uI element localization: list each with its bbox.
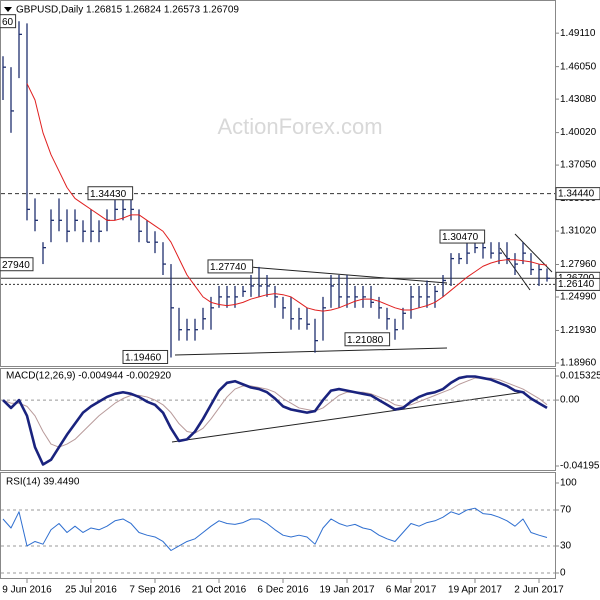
trendline bbox=[514, 233, 553, 273]
annotation-box bbox=[87, 186, 134, 201]
y-tick-label: 1.49110 bbox=[560, 28, 596, 39]
annotation: 60 bbox=[2, 17, 14, 28]
series-line bbox=[2, 507, 548, 551]
y-tick-label: 1.21930 bbox=[560, 325, 597, 336]
price-label-box bbox=[555, 277, 600, 291]
annotation-box bbox=[207, 259, 254, 274]
trendline bbox=[171, 391, 526, 443]
x-tick-label: 19 Apr 2017 bbox=[448, 585, 502, 596]
x-tick-label: 6 Dec 2016 bbox=[257, 585, 309, 596]
x-tick-label: 6 Mar 2017 bbox=[386, 585, 437, 596]
x-tick-label: 21 Oct 2016 bbox=[192, 585, 247, 596]
chart-title: GBPUSD,Daily 1.26815 1.26824 1.26573 1.2… bbox=[16, 5, 239, 16]
trendlines bbox=[171, 233, 553, 443]
annotation-box bbox=[0, 14, 17, 29]
annotation: 27940 bbox=[2, 260, 30, 271]
annotation-box bbox=[122, 349, 169, 364]
y-tick-label: 0 bbox=[560, 568, 566, 579]
x-tick-label: 9 Jun 2016 bbox=[2, 585, 52, 596]
y-tick-label: 1.27960 bbox=[560, 259, 597, 270]
y-tick-label: 0.015325 bbox=[560, 371, 600, 382]
y-tick-label: 100 bbox=[560, 478, 577, 489]
annotation-box bbox=[439, 229, 486, 244]
y-tick-label: 1.18960 bbox=[560, 358, 597, 369]
y-tick-label: 1.37050 bbox=[560, 160, 597, 171]
price-label: 1.26140 bbox=[558, 279, 595, 290]
y-tick-label: 1.43080 bbox=[560, 94, 597, 105]
series-line bbox=[2, 375, 548, 466]
rsi-panel bbox=[0, 472, 556, 579]
y-tick-label: 1.24990 bbox=[560, 292, 597, 303]
macd-panel bbox=[0, 368, 556, 471]
x-tick-label: 25 Jul 2016 bbox=[65, 585, 117, 596]
annotation: 1.21080 bbox=[347, 335, 384, 346]
price-label: 1.34440 bbox=[558, 188, 595, 199]
series-line bbox=[26, 83, 548, 312]
annotation: 1.30470 bbox=[442, 232, 479, 243]
y-tick-label: 0.00 bbox=[560, 395, 580, 406]
y-tick-label: 1.46050 bbox=[560, 61, 597, 72]
y-tick-label: -0.041957 bbox=[560, 461, 600, 472]
menu-arrow bbox=[4, 7, 12, 12]
y-tick-label: 70 bbox=[560, 505, 572, 516]
y-tick-label: 1.31020 bbox=[560, 226, 597, 237]
macd-title: MACD(12,26,9) -0.004944 -0.002920 bbox=[6, 371, 172, 382]
annotation: 1.27740 bbox=[210, 262, 247, 273]
y-tick-label: 30 bbox=[560, 541, 572, 552]
rsi-title: RSI(14) 39.4490 bbox=[6, 477, 80, 488]
annotation-box bbox=[344, 332, 391, 347]
trendline bbox=[174, 347, 448, 356]
y-tick-label: 1.40020 bbox=[560, 127, 597, 138]
x-tick-label: 7 Sep 2016 bbox=[129, 585, 181, 596]
annotation-box bbox=[0, 257, 34, 272]
watermark: ActionForex.com bbox=[217, 114, 382, 139]
series-line bbox=[2, 377, 548, 448]
price-panel bbox=[0, 0, 556, 367]
trendline bbox=[249, 266, 448, 284]
annotation: 1.19460 bbox=[125, 353, 162, 364]
x-tick-label: 19 Jan 2017 bbox=[319, 585, 374, 596]
x-tick-label: 2 Jun 2017 bbox=[514, 585, 564, 596]
price-label-box bbox=[555, 187, 600, 201]
annotation: 1.34430 bbox=[90, 189, 127, 200]
